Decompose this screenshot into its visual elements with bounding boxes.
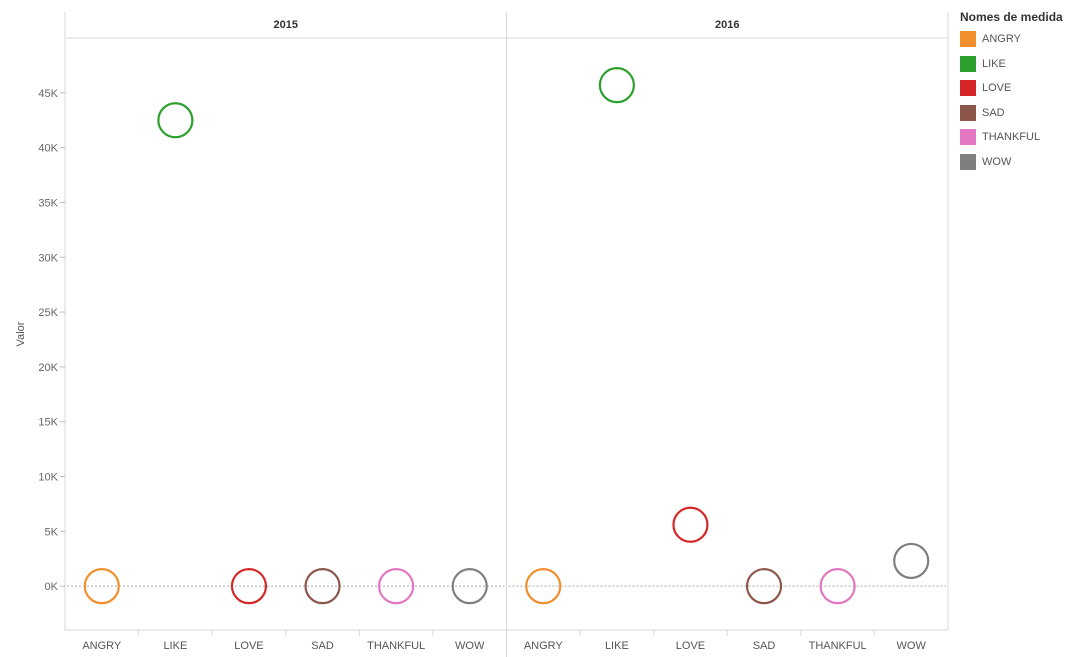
point-thankful-2015[interactable]: [378, 568, 415, 605]
x-category-label: WOW: [455, 640, 485, 652]
point-sad-2015[interactable]: [304, 568, 341, 605]
y-tick-label: 15K: [38, 417, 58, 429]
point-wow-2016[interactable]: [893, 542, 930, 580]
legend-title: Nomes de medida: [960, 10, 1063, 24]
legend-label: LIKE: [982, 57, 1006, 70]
chart-canvas: 0K 5K 10K 15K 20K 25K 30K 35K 40K 45K Valor 2015 ANG…: [15, 12, 949, 657]
x-category-label: THANKFUL: [809, 640, 867, 652]
legend-items: ANGRY LIKE LOVE SAD THANKFUL WOW: [960, 30, 1088, 171]
legend-swatch: [960, 129, 976, 146]
panel-title-2015: 2015: [274, 19, 298, 31]
legend-swatch: [960, 80, 976, 97]
legend-item-thankful[interactable]: THANKFUL: [960, 128, 1088, 146]
legend-swatch: [960, 31, 976, 47]
panel-title-2016: 2016: [715, 19, 739, 31]
y-tick-label: 45K: [38, 88, 58, 100]
y-tick-label: 25K: [38, 307, 58, 319]
legend-item-sad[interactable]: SAD: [960, 104, 1088, 122]
point-angry-2015[interactable]: [83, 568, 120, 605]
legend-label: ANGRY: [982, 33, 1021, 45]
point-love-2016[interactable]: [672, 506, 709, 543]
y-tick-label: 40K: [38, 143, 58, 155]
y-tick-label: 10K: [38, 472, 58, 484]
x-category-label: LIKE: [163, 640, 187, 652]
legend-label: SAD: [982, 106, 1005, 119]
point-sad-2016[interactable]: [745, 568, 783, 605]
legend-swatch: [960, 153, 976, 170]
x-category-label: LOVE: [676, 640, 705, 652]
x-category-label: SAD: [753, 640, 776, 652]
x-category-label: WOW: [897, 640, 927, 652]
x-category-label: ANGRY: [82, 640, 122, 652]
legend-item-wow[interactable]: WOW: [960, 153, 1088, 171]
x-category-label: SAD: [311, 640, 334, 652]
x-category-label: ANGRY: [524, 640, 564, 652]
legend-label: THANKFUL: [982, 131, 1041, 144]
legend-item-like[interactable]: LIKE: [960, 55, 1088, 73]
y-tick-label: 20K: [38, 362, 58, 374]
point-like-2016[interactable]: [598, 67, 635, 104]
x-category-label: THANKFUL: [367, 640, 425, 652]
legend-swatch: [960, 104, 976, 121]
legend: Nomes de medida ANGRY LIKE LOVE SAD THANKFUL…: [960, 10, 1088, 178]
x-category-label: LOVE: [234, 640, 263, 652]
legend-item-love[interactable]: LOVE: [960, 79, 1088, 97]
legend-swatch: [960, 55, 976, 72]
point-angry-2016[interactable]: [525, 568, 562, 605]
legend-item-angry[interactable]: ANGRY: [960, 30, 1088, 48]
legend-label: LOVE: [982, 82, 1012, 95]
point-thankful-2016[interactable]: [819, 568, 856, 605]
y-tick-label: 5K: [45, 526, 59, 538]
legend-label: WOW: [982, 155, 1012, 168]
point-like-2015[interactable]: [157, 102, 194, 139]
y-tick-label: 0K: [45, 581, 59, 593]
point-wow-2015[interactable]: [451, 568, 488, 605]
y-axis-title: Valor: [15, 321, 27, 346]
y-tick-label: 35K: [38, 197, 58, 209]
point-love-2015[interactable]: [230, 568, 268, 605]
x-category-label: LIKE: [605, 640, 629, 652]
y-tick-label: 30K: [38, 252, 58, 264]
